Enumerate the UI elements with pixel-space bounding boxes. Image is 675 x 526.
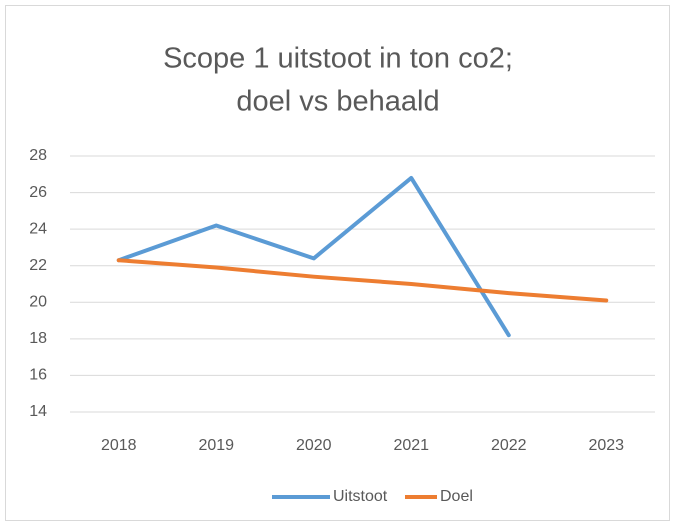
series-line	[116, 175, 511, 338]
chart-border	[5, 5, 670, 521]
y-tick-label: 16	[29, 367, 47, 384]
y-tick-label: 14	[29, 403, 47, 420]
legend-label: Uitstoot	[333, 488, 388, 505]
y-tick-label: 26	[29, 184, 47, 201]
x-tick-label: 2020	[296, 437, 332, 454]
x-tick-label: 2022	[491, 437, 527, 454]
y-tick-label: 20	[29, 294, 47, 311]
x-tick-label: 2018	[101, 437, 137, 454]
x-tick-label: 2023	[588, 437, 624, 454]
series-line	[116, 258, 609, 303]
y-tick-label: 28	[29, 147, 47, 164]
y-tick-label: 24	[29, 220, 47, 237]
x-tick-label: 2019	[198, 437, 234, 454]
y-tick-label: 22	[29, 257, 47, 274]
y-tick-label: 18	[29, 330, 47, 347]
x-tick-label: 2021	[393, 437, 429, 454]
chart-title: doel vs behaald	[236, 86, 439, 118]
chart-title: Scope 1 uitstoot in ton co2;	[163, 43, 513, 75]
legend-label: Doel	[440, 488, 473, 505]
